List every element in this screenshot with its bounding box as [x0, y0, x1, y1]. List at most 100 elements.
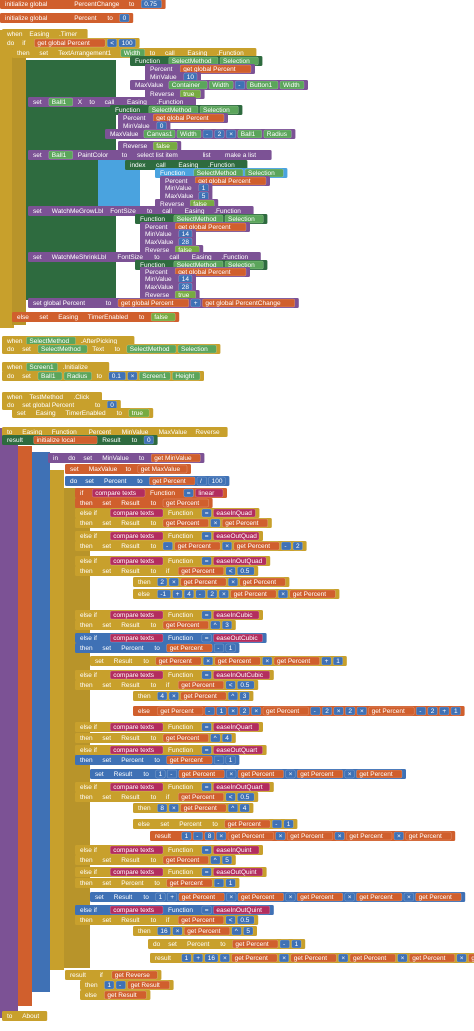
- block-label: +: [442, 708, 446, 715]
- block-label: Selection: [223, 58, 250, 65]
- block-label: get global Percent: [183, 66, 236, 73]
- block-label: to: [89, 99, 95, 106]
- field: [234, 80, 246, 90]
- block-label: else if: [80, 784, 97, 791]
- field: [181, 831, 192, 841]
- if-block: [12, 40, 26, 325]
- field: [208, 476, 226, 486]
- field: [202, 298, 296, 308]
- block-label: 0: [160, 123, 164, 130]
- field: [296, 769, 344, 779]
- procedure-block: [0, 428, 18, 1018]
- block-label: Easing: [58, 314, 78, 321]
- block-label: in: [53, 455, 58, 462]
- field: [230, 589, 277, 599]
- block-label: Result: [121, 794, 140, 801]
- field: [109, 867, 164, 877]
- block-label: set: [33, 208, 42, 215]
- block-label: get Percent: [235, 955, 268, 962]
- block: [2, 427, 228, 437]
- block-label: Function: [168, 907, 193, 914]
- block-label: set global Percent: [22, 402, 74, 409]
- field: [231, 953, 278, 963]
- block-label: MinValue: [123, 123, 150, 130]
- block-label: then: [138, 928, 151, 935]
- field: [232, 939, 279, 949]
- block-label: ×: [360, 708, 364, 715]
- block-label: 3: [243, 693, 247, 700]
- block-label: Container: [172, 82, 201, 89]
- block-label: get Percent: [184, 805, 217, 812]
- block-label: do: [70, 478, 78, 485]
- block-label: get Percent: [300, 771, 333, 778]
- field: [180, 691, 227, 701]
- block-label: get Percent: [170, 757, 203, 764]
- block-label: Width: [212, 82, 229, 89]
- block-label: ×: [279, 833, 283, 840]
- block-label: SelectMethod: [177, 216, 217, 223]
- block-label: set: [102, 682, 111, 689]
- block-label: ×: [282, 955, 286, 962]
- block-label: ×: [172, 693, 176, 700]
- block-label: 2: [218, 131, 222, 138]
- block-label: else if: [80, 635, 97, 642]
- block-label: get Percent: [359, 771, 392, 778]
- block-label: to: [151, 735, 157, 742]
- field: [237, 769, 284, 779]
- block-label: PercentChange: [74, 1, 120, 8]
- field: [48, 97, 74, 107]
- field: [162, 620, 209, 630]
- block-label: =: [205, 784, 209, 791]
- block-label: Result: [121, 568, 140, 575]
- block-label: false: [154, 314, 168, 321]
- block-label: get Percent: [228, 821, 261, 828]
- block-label: then: [80, 622, 93, 629]
- field: [183, 488, 194, 498]
- block-label: Function: [140, 262, 165, 269]
- block-label: 0.5: [240, 917, 249, 924]
- block-label: Width: [180, 131, 197, 138]
- block-label: index: [130, 162, 146, 169]
- block-label: ×: [281, 591, 285, 598]
- field: [225, 680, 236, 690]
- block-label: else if: [80, 510, 97, 517]
- block-label: MaxValue: [159, 429, 188, 436]
- field: [296, 892, 344, 902]
- block-label: Function: [168, 784, 193, 791]
- block-label: Result: [121, 543, 140, 550]
- block-label: then: [80, 568, 93, 575]
- block-label: then: [138, 579, 151, 586]
- block-label: =: [205, 869, 209, 876]
- block-label: SelectMethod: [29, 338, 69, 345]
- field: [201, 633, 212, 643]
- field: [109, 508, 164, 518]
- block-label: 100: [212, 478, 223, 485]
- block-label: 16: [160, 928, 168, 935]
- block-label: to: [132, 437, 138, 444]
- block-label: to: [154, 880, 160, 887]
- block-label: Selection: [228, 216, 255, 223]
- block-label: WatchMeGrowLbl: [52, 208, 104, 215]
- block-label: 0: [123, 15, 127, 22]
- block-label: -: [119, 982, 121, 989]
- block-label: then: [80, 880, 93, 887]
- block-label: SelectMethod: [197, 170, 237, 177]
- block-label: ×: [225, 543, 229, 550]
- block-label: set: [102, 794, 111, 801]
- block-label: compare texts: [113, 869, 155, 876]
- block-label: Percent: [74, 15, 97, 22]
- field: [349, 953, 396, 963]
- block-label: Result: [121, 520, 140, 527]
- field: [168, 577, 179, 587]
- block-label: to: [151, 520, 157, 527]
- block-label: then: [80, 917, 93, 924]
- block-label: get Percent: [166, 500, 199, 507]
- field: [227, 706, 239, 716]
- field: [216, 706, 227, 716]
- block-label: +: [196, 955, 200, 962]
- field: [168, 691, 179, 701]
- field: [321, 656, 332, 666]
- field: [109, 722, 164, 732]
- field: [149, 476, 196, 486]
- field: [251, 706, 262, 716]
